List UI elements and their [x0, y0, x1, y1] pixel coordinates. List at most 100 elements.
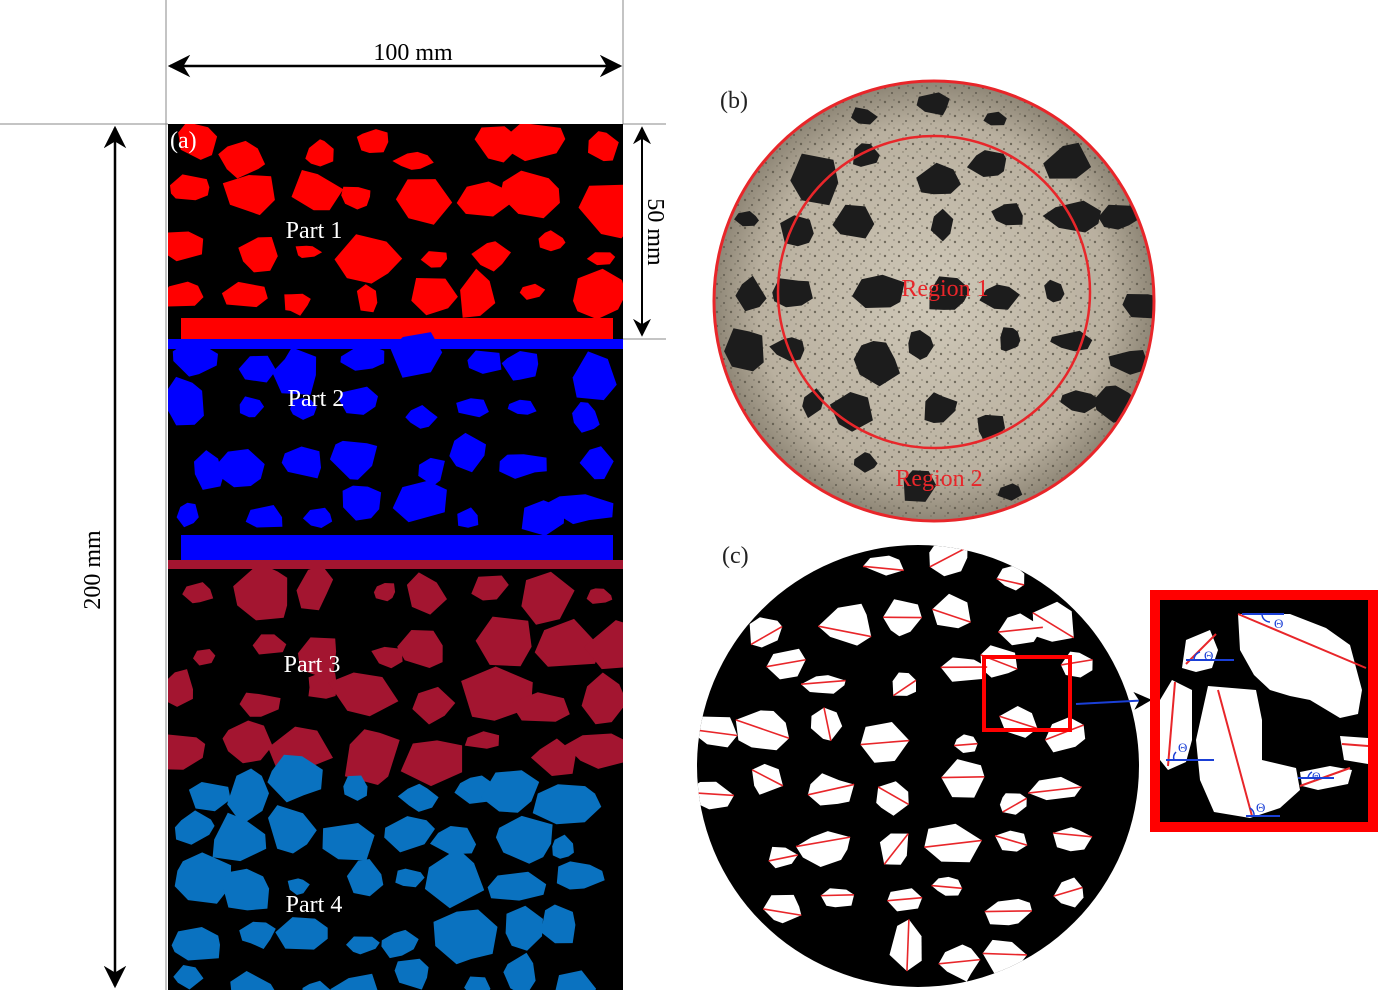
binary-aggregate: [938, 944, 981, 982]
aggregate: [302, 507, 333, 528]
aggregate: [395, 868, 425, 888]
aggregate: [532, 784, 602, 825]
major-axis-line: [1052, 832, 1093, 838]
aggregate: [433, 909, 498, 965]
aggregate: [572, 402, 600, 433]
part-2-aggregates: [168, 332, 617, 536]
region-1-label: Region 1: [901, 276, 988, 302]
part-1-label: Part 1: [286, 218, 343, 244]
aggregate: [343, 775, 368, 801]
panel-a-label: (a): [170, 128, 197, 154]
panel-b: (b) Region 1 Region 2: [712, 79, 1156, 523]
aggregate: [555, 970, 597, 990]
coarse-aggregate: [1050, 330, 1093, 352]
aggregate: [213, 449, 265, 488]
major-axis-line: [1053, 886, 1083, 897]
aggregate: [176, 502, 199, 528]
aggregate: [168, 281, 204, 307]
binary-aggregate: [941, 759, 985, 798]
part-height-dimension-label: 50 mm: [642, 198, 668, 266]
aggregate: [290, 398, 317, 420]
aggregate: [230, 971, 275, 990]
zoom-angle-arc: [1193, 651, 1201, 661]
coarse-aggregate: [1122, 294, 1154, 319]
binary-aggregate: [892, 672, 916, 696]
aggregate: [412, 686, 456, 725]
binary-aggregate: [766, 648, 806, 680]
coarse-aggregate: [929, 276, 971, 310]
major-axis-line: [750, 625, 783, 646]
binary-aggregate: [863, 555, 904, 576]
aggregate: [356, 284, 378, 313]
major-axis-line: [807, 783, 855, 796]
part-1-cut-band: [181, 318, 613, 339]
major-axis-line: [984, 910, 1032, 913]
major-axis-line: [953, 742, 978, 747]
binary-aggregate: [810, 707, 843, 741]
aggregate: [556, 861, 605, 890]
binary-aggregate: [818, 603, 872, 646]
aggregate: [471, 241, 511, 272]
aggregate: [170, 174, 210, 201]
aggregate: [430, 826, 477, 855]
zoom-aggregate: [1196, 686, 1300, 818]
aggregate: [487, 871, 547, 901]
aggregate: [328, 672, 399, 717]
coarse-aggregate: [851, 107, 878, 125]
aggregate: [341, 186, 371, 210]
major-axis-line: [823, 707, 832, 742]
coarse-aggregate: [829, 392, 873, 432]
major-axis-line: [877, 786, 910, 806]
aggregate: [371, 646, 403, 669]
aggregate: [329, 440, 378, 480]
aggregate: [424, 848, 485, 909]
major-axis-line: [768, 854, 799, 862]
major-axis-line: [735, 719, 790, 740]
aggregate: [171, 927, 220, 961]
aggregate: [238, 355, 277, 383]
zoom-major-axis: [1341, 743, 1369, 747]
aggregate: [552, 834, 574, 859]
aggregate: [397, 783, 439, 812]
aggregate: [464, 976, 491, 990]
aggregate: [267, 754, 323, 803]
coarse-aggregate: [853, 452, 878, 473]
major-axis-line: [762, 908, 802, 917]
major-axis-line: [998, 626, 1043, 633]
binary-aggregate: [1045, 717, 1086, 753]
zoom-aggregate: [1160, 680, 1192, 770]
aggregate: [182, 582, 214, 604]
width-dimension-label: 100 mm: [373, 40, 453, 66]
aggregate: [188, 782, 231, 812]
aggregate: [583, 620, 623, 670]
coarse-aggregate: [983, 111, 1007, 126]
aggregate: [541, 904, 576, 944]
aggregate: [302, 980, 331, 990]
aggregate: [338, 386, 378, 415]
aggregate: [547, 494, 614, 525]
major-axis-line: [982, 952, 1027, 956]
major-axis-line: [751, 769, 784, 787]
major-axis-line: [929, 546, 968, 568]
aggregate: [392, 480, 447, 523]
aggregate: [573, 268, 623, 320]
zoom-angle-arc: [1249, 807, 1255, 817]
coarse-aggregate: [930, 208, 954, 242]
aggregate: [581, 672, 623, 725]
aggregate: [501, 351, 539, 381]
zoom-major-axis: [1167, 681, 1176, 767]
major-axis-line: [1044, 724, 1084, 741]
panel-c: (c): [697, 543, 1378, 987]
major-axis-line: [938, 958, 981, 965]
coarse-aggregate: [853, 341, 900, 387]
coarse-aggregate: [734, 211, 759, 227]
coarse-aggregate: [769, 337, 805, 362]
coarse-aggregate: [1098, 204, 1142, 230]
major-axis-line: [994, 834, 1028, 847]
binary-aggregate: [889, 919, 922, 972]
major-axis-line: [1060, 658, 1093, 666]
coarse-aggregate: [1060, 390, 1104, 414]
aggregate: [239, 692, 281, 717]
aggregate: [373, 583, 396, 602]
binary-aggregate: [954, 734, 978, 753]
